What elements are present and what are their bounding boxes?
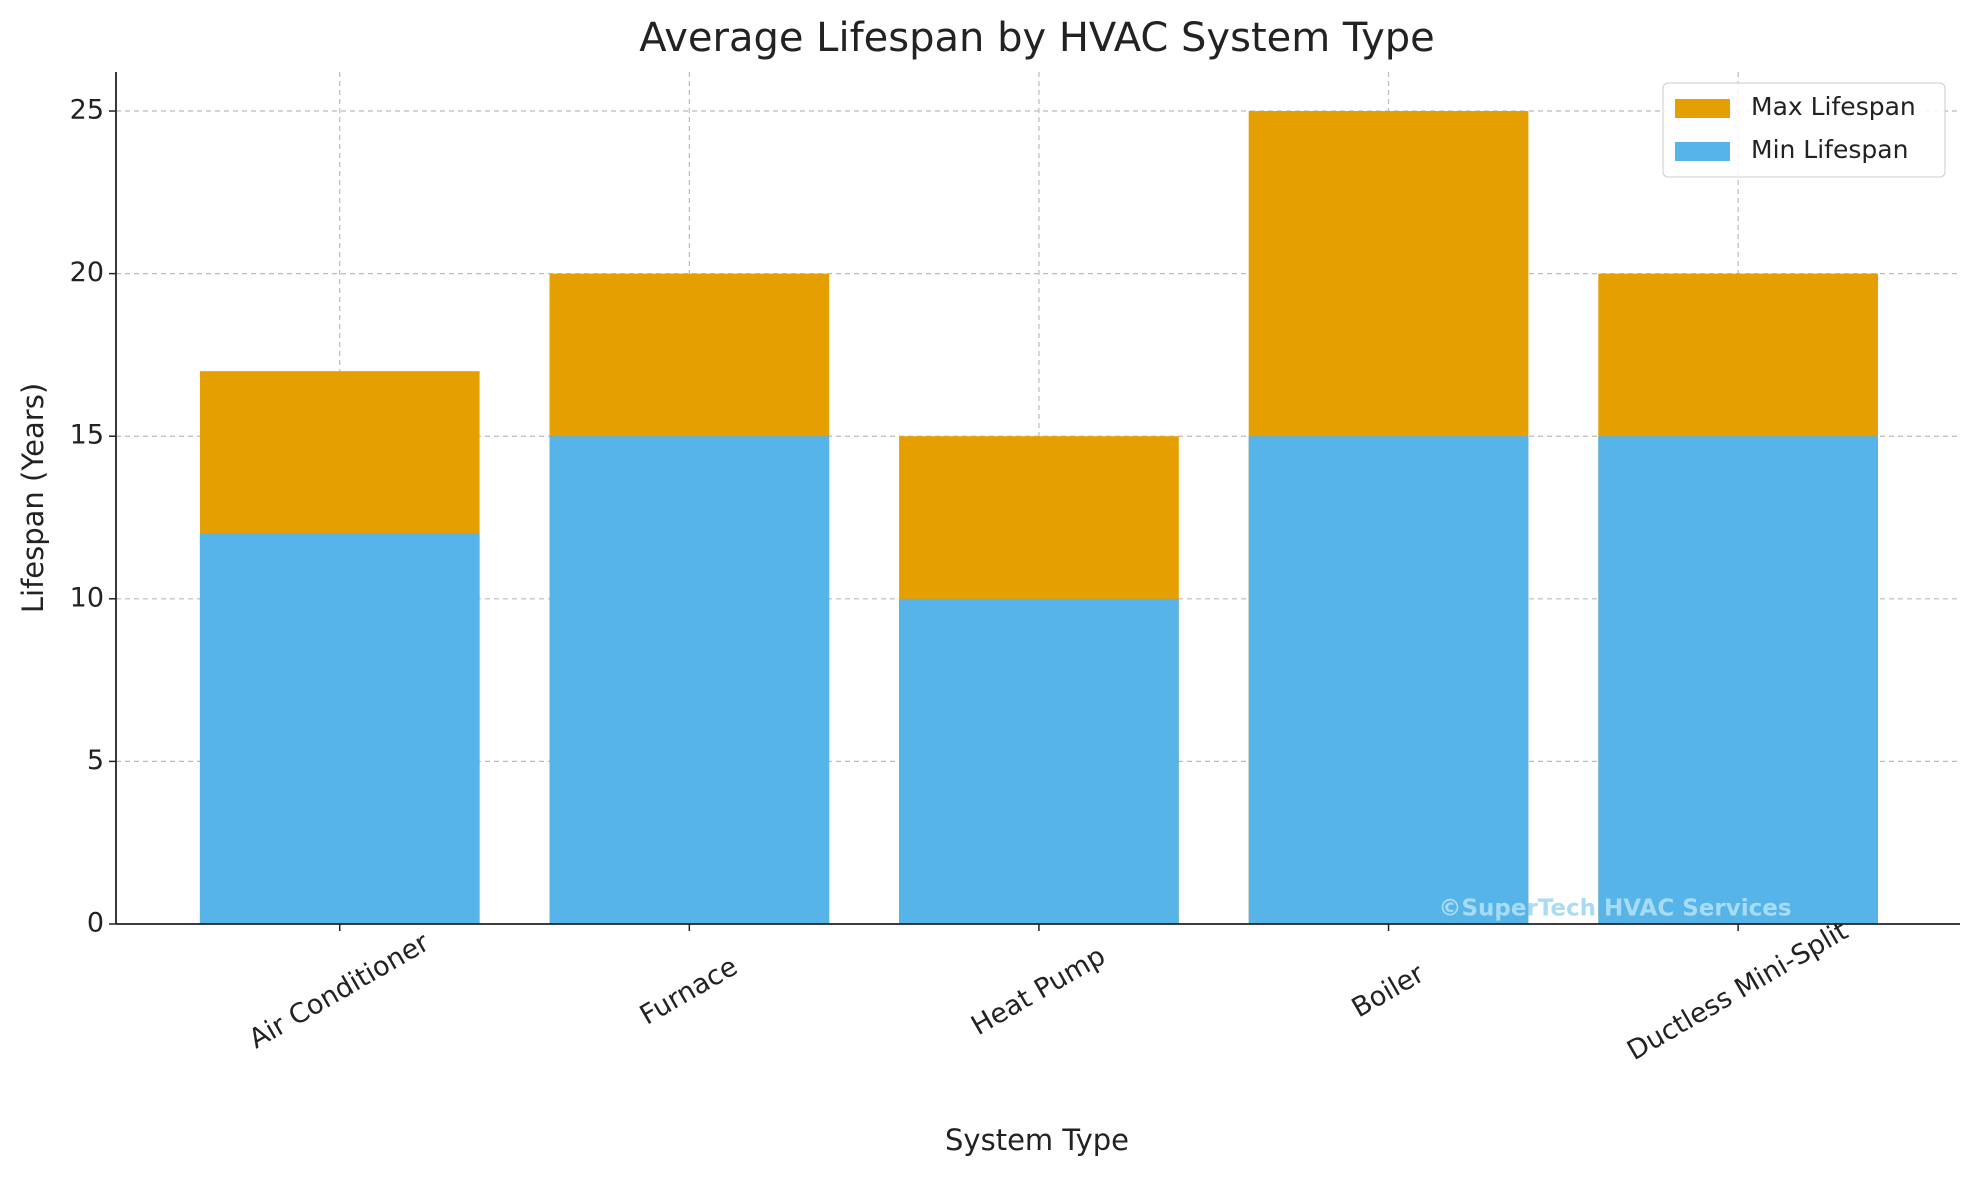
y-tick-label: 20 [70, 257, 104, 288]
legend-box [1662, 82, 1946, 178]
y-tick-label: 5 [87, 745, 104, 776]
bar [899, 598, 1179, 924]
y-axis-label: Lifespan (Years) [16, 383, 50, 613]
x-tick-label: Heat Pump [966, 940, 1111, 1041]
chart-title: Average Lifespan by HVAC System Type [639, 15, 1435, 61]
legend-label: Max Lifespan [1751, 92, 1916, 121]
legend-label: Min Lifespan [1751, 135, 1908, 164]
y-tick-label: 10 [70, 582, 104, 613]
y-tick-label: 15 [70, 420, 104, 451]
bar [549, 436, 830, 924]
x-tick-label: Boiler [1347, 958, 1431, 1024]
x-tick-label: Ductless Mini-Split [1622, 915, 1853, 1066]
bar [1248, 436, 1529, 924]
x-tick-label: Air Conditioner [244, 927, 435, 1055]
bar [1598, 436, 1878, 924]
watermark: ©SuperTech HVAC Services [1438, 896, 1791, 922]
legend-swatch [1675, 142, 1730, 161]
bar [199, 533, 480, 924]
legend-swatch [1675, 99, 1730, 118]
x-tick-label: Furnace [635, 951, 743, 1031]
y-tick-label: 0 [87, 908, 104, 939]
y-tick-label: 25 [70, 95, 104, 126]
x-axis-label: System Type [945, 1123, 1129, 1157]
